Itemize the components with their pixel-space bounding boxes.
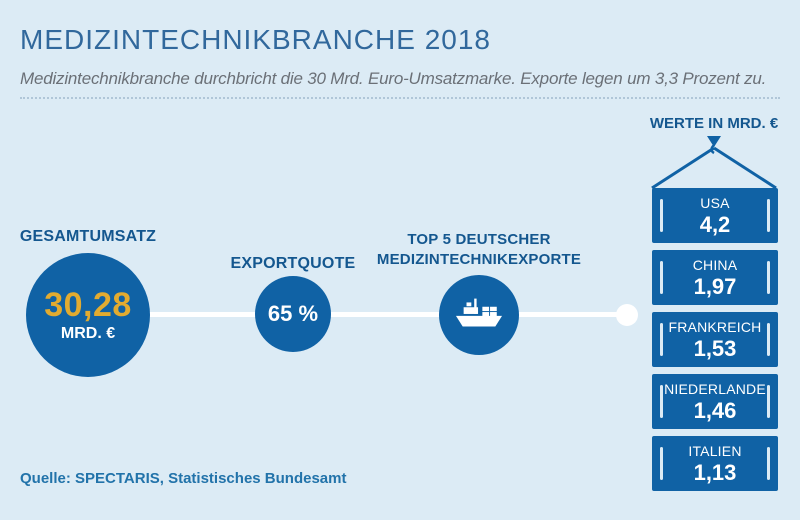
export-country: CHINA <box>692 256 738 273</box>
export-box-usa: USA 4,2 <box>652 188 778 243</box>
export-value: 1,46 <box>693 397 737 423</box>
export-country: FRANKREICH <box>668 318 762 335</box>
dotted-divider <box>20 97 780 99</box>
crane-hook-icon <box>649 135 779 194</box>
export-value: 1,53 <box>693 335 737 361</box>
export-country: NIEDERLANDE <box>664 380 766 397</box>
page-subtitle: Medizintechnikbranche durchbricht die 30… <box>20 69 767 88</box>
export-box-italien: ITALIEN 1,13 <box>652 436 778 491</box>
gesamtumsatz-unit: MRD. € <box>60 325 116 342</box>
source-note: Quelle: SPECTARIS, Statistisches Bundesa… <box>20 470 347 487</box>
gesamtumsatz-circle: 30,28 MRD. € <box>26 253 150 377</box>
cargo-ship-icon <box>455 294 503 337</box>
export-box-niederlande: NIEDERLANDE 1,46 <box>652 374 778 429</box>
connector-end-dot <box>616 304 638 326</box>
exportquote-circle: 65 % <box>255 276 331 352</box>
top5-label-line1: TOP 5 DEUTSCHER <box>407 231 551 248</box>
exportquote-label: EXPORTQUOTE <box>230 255 356 272</box>
exports-units-label: WERTE IN MRD. € <box>649 115 779 132</box>
export-value: 1,97 <box>693 273 737 299</box>
export-value: 1,13 <box>693 459 737 485</box>
page-title: MEDIZINTECHNIKBRANCHE 2018 <box>20 24 491 55</box>
top5-label: TOP 5 DEUTSCHER MEDIZINTECHNIKEXPORTE <box>369 230 589 270</box>
connector-line <box>88 312 627 317</box>
top5-label-line2: MEDIZINTECHNIKEXPORTE <box>376 251 582 268</box>
export-country: ITALIEN <box>688 442 742 459</box>
export-box-frankreich: FRANKREICH 1,53 <box>652 312 778 367</box>
gesamtumsatz-label: GESAMTUMSATZ <box>19 228 157 245</box>
top5-circle <box>439 275 519 355</box>
export-box-china: CHINA 1,97 <box>652 250 778 305</box>
gesamtumsatz-value: 30,28 <box>44 286 132 324</box>
export-value: 4,2 <box>699 211 731 237</box>
export-country: USA <box>700 194 730 211</box>
exportquote-value: 65 % <box>267 301 319 326</box>
